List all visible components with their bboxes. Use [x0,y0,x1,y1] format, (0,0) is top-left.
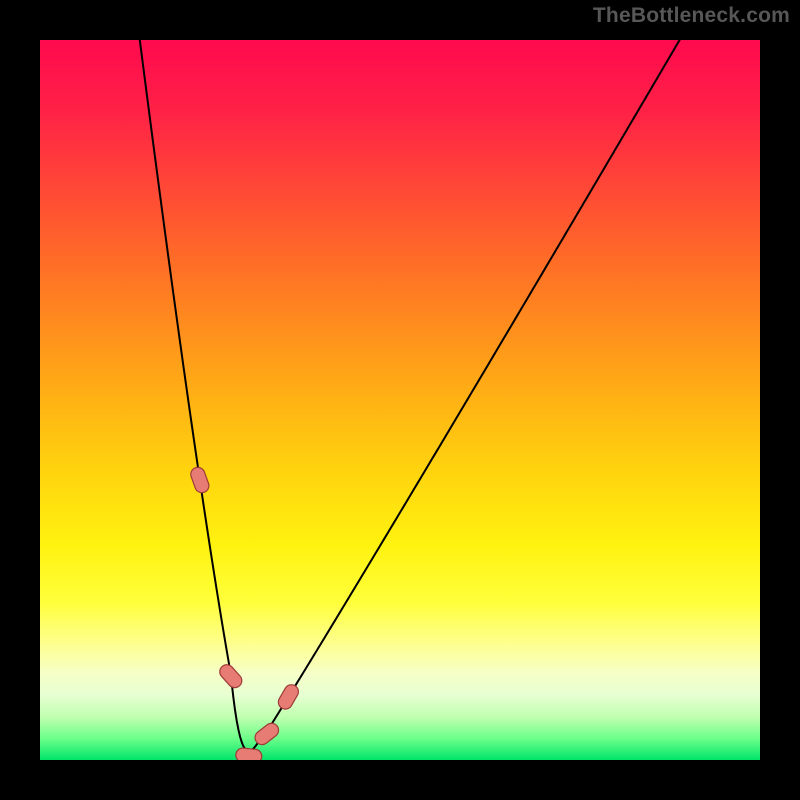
watermark-text: TheBottleneck.com [593,4,790,28]
bottleneck-curve-chart [0,0,800,800]
chart-gradient-background [40,40,760,760]
figure-container: TheBottleneck.com [0,0,800,800]
